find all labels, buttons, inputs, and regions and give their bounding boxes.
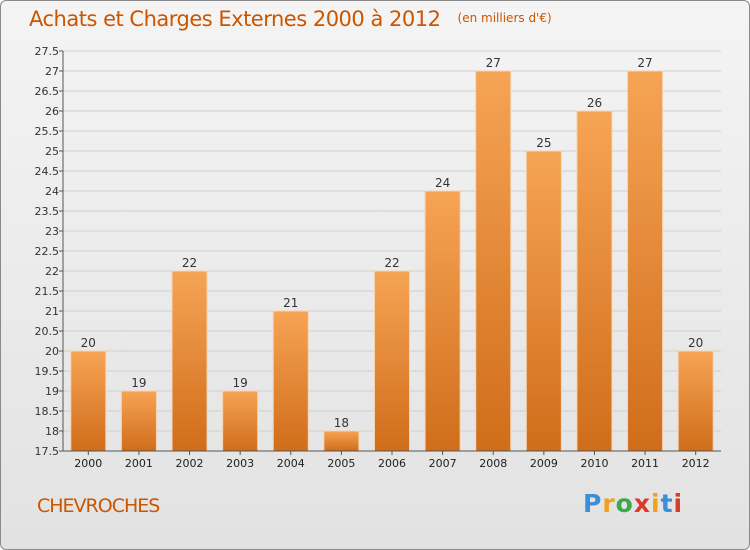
bar-value-label: 20	[688, 336, 703, 350]
x-tick-label: 2009	[530, 457, 558, 470]
x-tick-label: 2005	[327, 457, 355, 470]
chart-unit: (en milliers d'€)	[457, 11, 552, 25]
bar-2003	[222, 390, 259, 452]
y-tick-label: 26.5	[35, 85, 60, 98]
y-tick-label: 26	[45, 105, 59, 118]
bar-value-label: 18	[334, 416, 349, 430]
logo-letter: i	[651, 489, 661, 518]
x-tick-label: 2003	[226, 457, 254, 470]
x-tick-label: 2002	[176, 457, 204, 470]
bar-2001	[120, 390, 157, 452]
y-tick-label: 20	[45, 345, 59, 358]
y-tick-label: 23	[45, 225, 59, 238]
y-tick-label: 25	[45, 145, 59, 158]
bar-value-label: 21	[283, 296, 298, 310]
bar-2012	[677, 350, 714, 452]
y-tick-label: 21.5	[35, 285, 60, 298]
bar-2011	[627, 70, 664, 452]
logo-letter: x	[633, 489, 651, 518]
y-tick-label: 27.5	[35, 45, 60, 58]
x-tick-label: 2008	[479, 457, 507, 470]
x-tick-label: 2012	[682, 457, 710, 470]
bar-value-label: 27	[637, 56, 652, 70]
x-tick-label: 2011	[631, 457, 659, 470]
bar-2004	[272, 310, 309, 452]
bar-value-label: 27	[486, 56, 501, 70]
y-tick-label: 20.5	[35, 325, 60, 338]
y-tick-label: 23.5	[35, 205, 60, 218]
bar-2006	[374, 270, 410, 452]
axes	[59, 50, 721, 455]
bar-value-label: 20	[81, 336, 96, 350]
bar-2009	[525, 150, 562, 452]
place-name: CHEVROCHES	[37, 495, 160, 517]
y-tick-label: 22.5	[35, 245, 60, 258]
y-tick-label: 27	[45, 65, 59, 78]
labels: 17.5 18 18.5 19 19.5 20 20.5 21 21.5 22 22.5 23 23.5…	[35, 45, 710, 470]
logo-letter: r	[602, 489, 616, 518]
bars	[70, 70, 714, 452]
logo-letter: o	[615, 489, 634, 518]
logo-letter: i	[673, 489, 684, 518]
y-tick-label: 18	[45, 425, 59, 438]
bar-value-label: 25	[536, 136, 551, 150]
x-tick-label: 2000	[74, 457, 102, 470]
y-tick-label: 19	[45, 385, 59, 398]
chart-title-text: Achats et Charges Externes 2000 à 2012	[29, 7, 441, 31]
y-tick-label: 22	[45, 265, 59, 278]
bar-value-label: 22	[182, 256, 197, 270]
y-tick-label: 21	[45, 305, 59, 318]
x-tick-label: 2010	[580, 457, 608, 470]
x-tick-label: 2006	[378, 457, 406, 470]
bar-2002	[171, 270, 208, 452]
x-tick-label: 2007	[429, 457, 457, 470]
bar-2010	[576, 110, 613, 452]
bar-2000	[70, 350, 107, 452]
bar-value-label: 24	[435, 176, 450, 190]
y-tick-label: 19.5	[35, 365, 60, 378]
bar-value-label: 19	[131, 376, 146, 390]
chart-title: Achats et Charges Externes 2000 à 2012 (…	[29, 7, 552, 31]
bar-2008	[475, 70, 512, 452]
x-tick-label: 2001	[125, 457, 153, 470]
y-tick-label: 17.5	[35, 445, 60, 458]
bar-2005	[323, 430, 360, 452]
logo-letter: t	[660, 489, 674, 518]
y-tick-label: 25.5	[35, 125, 60, 138]
y-tick-label: 24	[45, 185, 59, 198]
proxiti-logo[interactable]: Proxiti	[583, 489, 683, 518]
bar-value-label: 19	[233, 376, 248, 390]
bar-value-label: 22	[384, 256, 399, 270]
y-tick-label: 24.5	[35, 165, 60, 178]
logo-letter: P	[583, 489, 603, 518]
bar-2007	[424, 190, 461, 452]
x-tick-label: 2004	[277, 457, 305, 470]
bar-value-label: 26	[587, 96, 602, 110]
y-tick-label: 18.5	[35, 405, 60, 418]
